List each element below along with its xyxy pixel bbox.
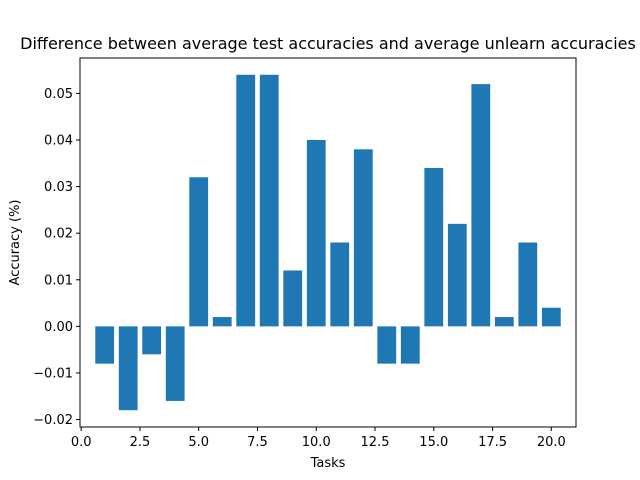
bar-task-13 — [377, 326, 397, 364]
bar-task-4 — [165, 326, 185, 401]
x-axis-label: Tasks — [310, 456, 346, 471]
y-axis-ticks: −0.02 −0.01 0.00 0.01 0.02 0.03 0.04 0.05 — [33, 87, 80, 428]
y-tick-label: 0.05 — [44, 87, 73, 102]
x-tick-label: 12.5 — [361, 435, 390, 450]
x-tick-label: 7.5 — [247, 435, 268, 450]
bar-task-20 — [541, 307, 561, 327]
bar-task-8 — [259, 74, 279, 327]
chart-title: Difference between average test accuraci… — [20, 34, 636, 53]
x-tick-label: 20.0 — [537, 435, 566, 450]
x-tick-label: 5.0 — [188, 435, 209, 450]
bar-task-17 — [471, 84, 491, 327]
bar-task-3 — [142, 326, 162, 355]
plot-frame — [79, 57, 577, 428]
bar-task-15 — [424, 167, 444, 327]
bar-task-5 — [189, 177, 209, 327]
bar-task-10 — [306, 140, 326, 327]
y-tick-label: 0.01 — [44, 273, 73, 288]
y-tick-label: 0.04 — [44, 134, 73, 149]
bar-task-6 — [212, 317, 232, 327]
y-axis-label: Accuracy (%) — [8, 200, 23, 286]
bar-task-19 — [518, 242, 538, 327]
y-tick-label: 0.00 — [44, 320, 73, 335]
bar-task-2 — [118, 326, 138, 411]
bar-task-1 — [95, 326, 115, 364]
x-axis-ticks: 0.0 2.5 5.0 7.5 10.0 12.5 15.0 17.5 20.0 — [71, 427, 566, 450]
bar-task-16 — [447, 223, 467, 327]
bar-task-14 — [400, 326, 420, 364]
bar-task-18 — [494, 317, 514, 327]
bar-task-7 — [236, 74, 256, 327]
bar-task-9 — [283, 270, 303, 327]
x-tick-label: 17.5 — [478, 435, 507, 450]
x-tick-label: 15.0 — [419, 435, 448, 450]
x-tick-label: 10.0 — [302, 435, 331, 450]
bar-task-11 — [330, 242, 350, 327]
x-tick-label: 0.0 — [71, 435, 92, 450]
y-tick-label: 0.02 — [44, 227, 73, 242]
bar-task-12 — [353, 149, 373, 327]
y-tick-label: 0.03 — [44, 180, 73, 195]
x-tick-label: 2.5 — [130, 435, 151, 450]
y-tick-label: −0.01 — [33, 366, 73, 381]
bars-group — [95, 74, 561, 411]
y-tick-label: −0.02 — [33, 413, 73, 428]
